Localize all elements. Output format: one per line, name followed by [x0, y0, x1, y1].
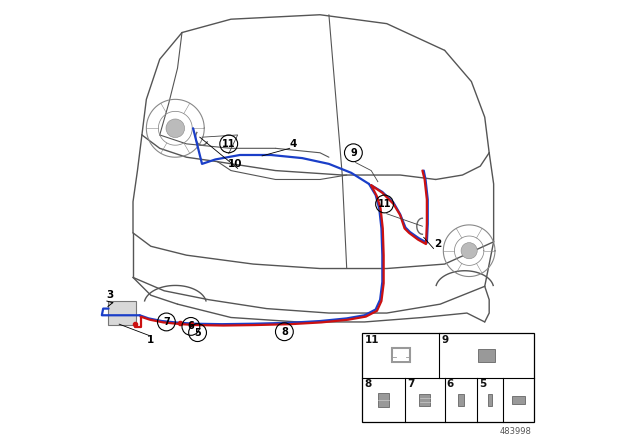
Bar [378, 393, 389, 407]
Bar [392, 348, 410, 362]
Text: 8: 8 [365, 379, 372, 389]
Text: 8: 8 [281, 327, 288, 337]
Text: 3: 3 [106, 290, 113, 300]
Text: 483998: 483998 [500, 426, 531, 435]
Bar [458, 394, 464, 406]
Text: 10: 10 [228, 159, 243, 169]
Text: 11: 11 [222, 139, 236, 149]
Bar [419, 394, 431, 405]
Bar [362, 333, 534, 422]
Text: 7: 7 [163, 317, 170, 327]
Text: 9: 9 [350, 148, 356, 158]
Text: 11: 11 [365, 335, 379, 345]
FancyBboxPatch shape [108, 301, 136, 325]
Text: 5: 5 [479, 379, 486, 389]
Text: 9: 9 [442, 335, 449, 345]
Text: 1: 1 [147, 335, 154, 345]
Text: 11: 11 [378, 199, 391, 209]
Text: 6: 6 [447, 379, 454, 389]
Bar [512, 396, 525, 404]
Text: 6: 6 [188, 321, 195, 332]
Text: 2: 2 [435, 239, 442, 249]
Circle shape [166, 119, 184, 138]
Text: 4: 4 [289, 139, 297, 149]
Bar [477, 349, 495, 362]
Bar [488, 394, 492, 406]
Bar [394, 354, 408, 361]
Circle shape [461, 243, 477, 259]
Text: 5: 5 [194, 327, 201, 338]
Text: 7: 7 [408, 379, 415, 389]
